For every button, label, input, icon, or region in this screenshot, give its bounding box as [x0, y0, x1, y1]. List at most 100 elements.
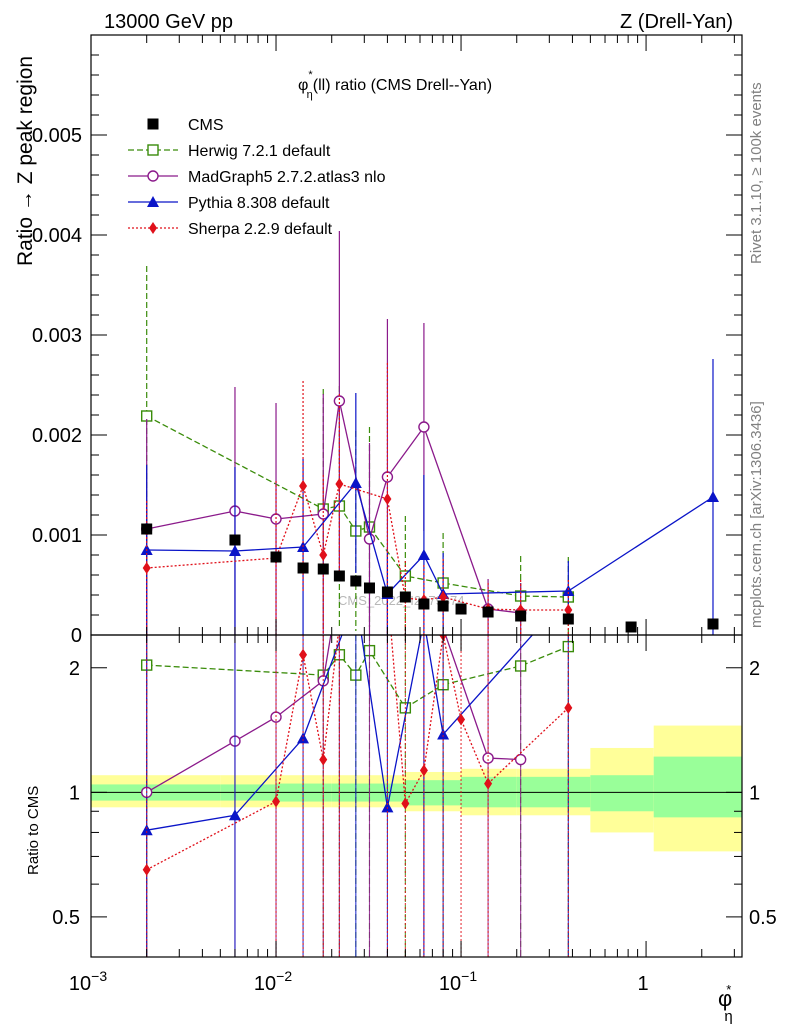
ratio-y-tick-label-left: 2	[69, 658, 80, 680]
legend-entry-label: Herwig 7.2.1 default	[188, 143, 331, 160]
mc-point-triangle	[562, 585, 575, 596]
x-tick-label: 10−3	[69, 968, 107, 995]
main-series-layer	[140, 231, 719, 635]
mc-point-diamond	[401, 797, 410, 810]
mc-point-circle	[418, 421, 430, 433]
mc-point-diamond	[272, 795, 281, 808]
title-star: *	[308, 69, 313, 81]
mc-point-diamond	[439, 591, 448, 603]
data-point-square	[270, 551, 282, 563]
ratio-series-layer	[140, 635, 575, 957]
data-point-square	[399, 591, 411, 603]
xlabel-star: *	[726, 982, 731, 997]
header-energy-label: 13000 GeV pp	[104, 11, 233, 33]
x-tick-label: 10−2	[254, 968, 292, 995]
mc-point-diamond	[383, 493, 392, 505]
legend-entry-label: MadGraph5 2.7.2.atlas3 nlo	[188, 169, 386, 186]
x-tick-exponent: −2	[276, 968, 292, 984]
data-point-square	[317, 563, 329, 575]
legend-entry-label: CMS	[188, 117, 224, 134]
ratio-y-tick-label-left: 0.5	[52, 907, 80, 929]
ratio-uncertainty-bands	[91, 725, 742, 852]
ratio-series-line	[146, 635, 521, 793]
data-point-square	[437, 600, 449, 612]
legend-entry-label: Sherpa 2.2.9 default	[188, 221, 333, 238]
mc-point-triangle	[349, 477, 362, 488]
xlabel-phi: φ	[718, 986, 732, 1011]
mc-point-triangle	[228, 809, 241, 821]
x-tick-exponent: −1	[461, 968, 477, 984]
ratio-series-3	[142, 635, 573, 957]
ratio-y-axis-label: Ratio to CMS	[25, 786, 42, 875]
data-point-square	[418, 598, 430, 610]
rivet-version-label: Rivet 3.1.10, ≥ 100k events	[748, 82, 765, 264]
ratio-x-axis-label: φ* η	[718, 982, 733, 1024]
mc-point-diamond	[319, 549, 328, 561]
mc-point-triangle	[297, 732, 310, 744]
data-point-square	[229, 534, 241, 546]
mcplots-label: mcplots.cern.ch [arXiv:1306.3436]	[748, 401, 765, 628]
mc-point-triangle	[228, 545, 241, 556]
ratio-series-1	[140, 635, 527, 957]
data-point-square	[562, 613, 574, 625]
mc-point-diamond	[335, 478, 344, 490]
mc-point-diamond	[484, 777, 493, 790]
mc-point-diamond	[149, 222, 157, 234]
main-y-tick-label: 0	[71, 625, 82, 647]
x-tick-base: 1	[638, 973, 649, 995]
data-point-square	[707, 618, 719, 630]
ratio-y-tick-label-right: 2	[749, 658, 760, 680]
x-tick-exponent: −3	[91, 968, 107, 984]
ratio-frame	[90, 634, 743, 958]
main-panel: φ* η(ll) ratio (CMS Drell--Yan) Ratio → Z…	[14, 56, 492, 608]
ratio-panel: Ratio to CMS φ* η	[25, 786, 733, 1024]
mc-point-diamond	[142, 863, 151, 876]
data-point-square	[147, 118, 159, 130]
main-y-ticks	[91, 54, 742, 636]
data-point-square	[297, 562, 309, 574]
ratio-y-tick-label-right: 1	[749, 782, 760, 804]
title-phi: φ	[298, 77, 308, 94]
legend-entry-label: Pythia 8.308 default	[188, 195, 330, 212]
data-point-square	[141, 523, 153, 535]
main-plot-title: φ* η(ll) ratio (CMS Drell--Yan)	[298, 69, 492, 101]
xlabel-eta: η	[724, 1008, 732, 1024]
data-point-square	[515, 610, 527, 622]
mc-point-diamond	[142, 562, 151, 574]
mc-point-diamond	[299, 648, 308, 661]
x-tick-base: 10	[439, 973, 461, 995]
series-line	[146, 415, 569, 598]
mc-point-triangle	[140, 824, 153, 836]
series-line	[146, 400, 521, 614]
mc-point-diamond	[564, 604, 573, 616]
x-tick-label: 10−1	[439, 968, 477, 995]
x-tick-base: 10	[69, 973, 91, 995]
mc-point-diamond	[564, 701, 573, 714]
header-process-label: Z (Drell-Yan)	[620, 11, 733, 33]
data-point-square	[363, 582, 375, 594]
mc-point-triangle	[417, 549, 430, 560]
legend: CMS Herwig 7.2.1 default MadGraph5 2.7.2.a…	[128, 117, 386, 238]
mc-point-triangle	[147, 196, 159, 207]
title-eta: η	[307, 89, 313, 101]
series-line	[146, 483, 569, 611]
mc-point-diamond	[299, 480, 308, 492]
mc-point-triangle	[437, 728, 450, 740]
main-y-tick-label: 0.002	[32, 425, 82, 447]
mc-point-diamond	[319, 753, 328, 766]
ratio-series-line	[146, 635, 534, 831]
mc-point-circle	[482, 752, 494, 764]
data-point-square	[625, 621, 637, 633]
mc-point-circle	[147, 170, 159, 182]
data-point-square	[333, 570, 345, 582]
cms-data-points	[141, 523, 719, 633]
ratio-y-tick-label-left: 1	[69, 782, 80, 804]
green-band-segment	[590, 775, 654, 812]
data-point-square	[482, 606, 494, 618]
mc-point-triangle	[381, 801, 394, 813]
mc-point-diamond	[457, 713, 466, 726]
x-tick-base: 10	[254, 973, 276, 995]
main-y-tick-label: 0.001	[32, 525, 82, 547]
mc-point-circle	[514, 753, 527, 766]
ratio-y-ticks	[91, 667, 742, 958]
